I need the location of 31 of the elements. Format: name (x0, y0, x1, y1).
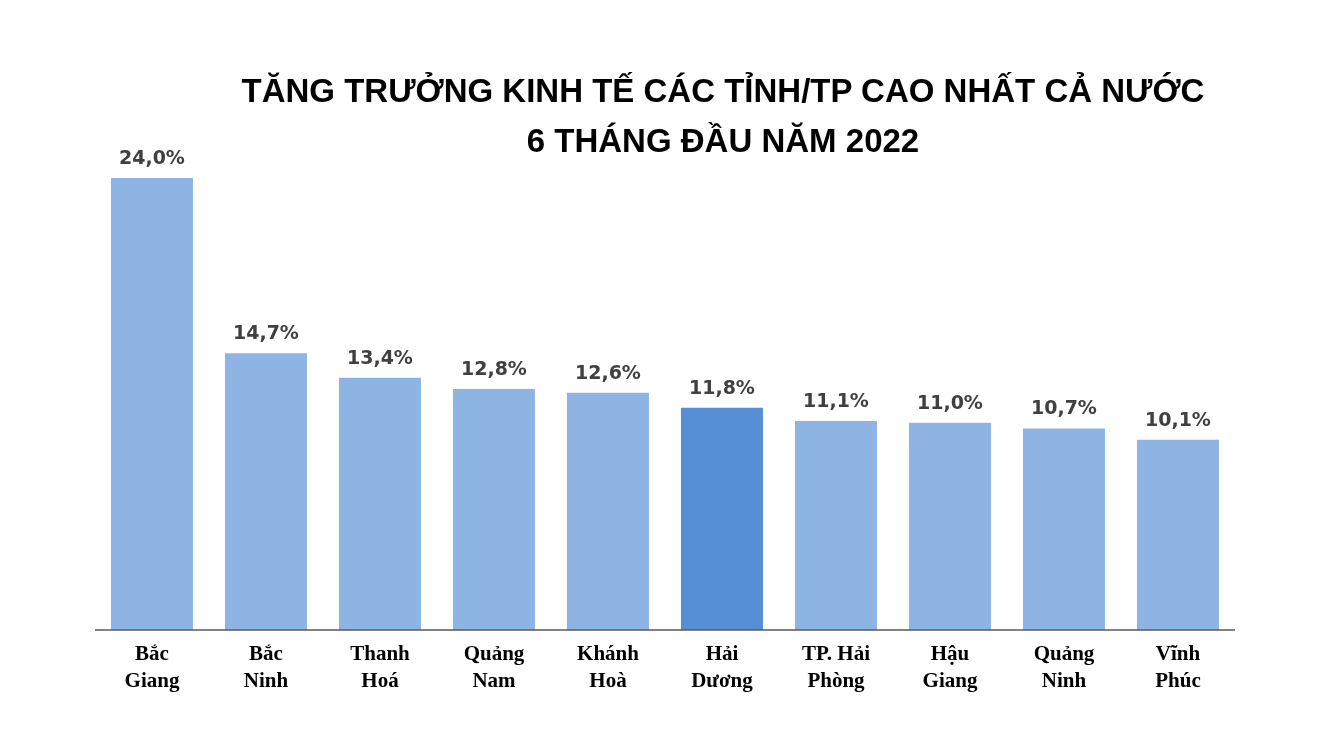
data-label: 11,8% (689, 375, 755, 398)
bar (452, 388, 535, 630)
data-label: 10,7% (1031, 396, 1097, 419)
x-tick-label: Quảng Nam (463, 641, 525, 692)
bar (566, 392, 649, 630)
bar (1136, 439, 1219, 630)
x-tick-label: TP. Hải Phòng (801, 641, 871, 692)
x-tick-label: Thanh Hoá (350, 641, 411, 692)
data-label: 12,6% (575, 360, 641, 383)
bar (1022, 428, 1105, 630)
data-label: 11,0% (917, 390, 983, 413)
x-tick-label: Bắc Ninh (243, 641, 289, 692)
bar (794, 420, 877, 630)
bar (680, 407, 763, 630)
x-tick-label: Bắc Giang (124, 641, 180, 692)
x-tick-label: Khánh Hoà (577, 641, 640, 692)
data-label: 13,4% (347, 345, 413, 368)
bar (110, 178, 193, 630)
x-tick-label: Vĩnh Phúc (1155, 641, 1201, 692)
x-tick-label: Hậu Giang (922, 641, 978, 692)
bar (224, 353, 307, 630)
x-tick-label: Hải Dương (691, 641, 754, 692)
x-tick-label: Quảng Ninh (1033, 641, 1095, 692)
bar (908, 422, 991, 630)
data-label: 11,1% (803, 388, 869, 411)
data-label: 14,7% (233, 321, 299, 344)
data-label: 12,8% (461, 356, 527, 379)
bar (338, 377, 421, 630)
data-label: 24,0% (119, 146, 185, 168)
chart-title: TĂNG TRƯỞNG KINH TẾ CÁC TỈNH/TP CAO NHẤT CẢ NƯỚC 6 THÁNG ĐẦU NĂM 2022 (240, 71, 1206, 161)
data-label: 10,1% (1145, 407, 1211, 430)
